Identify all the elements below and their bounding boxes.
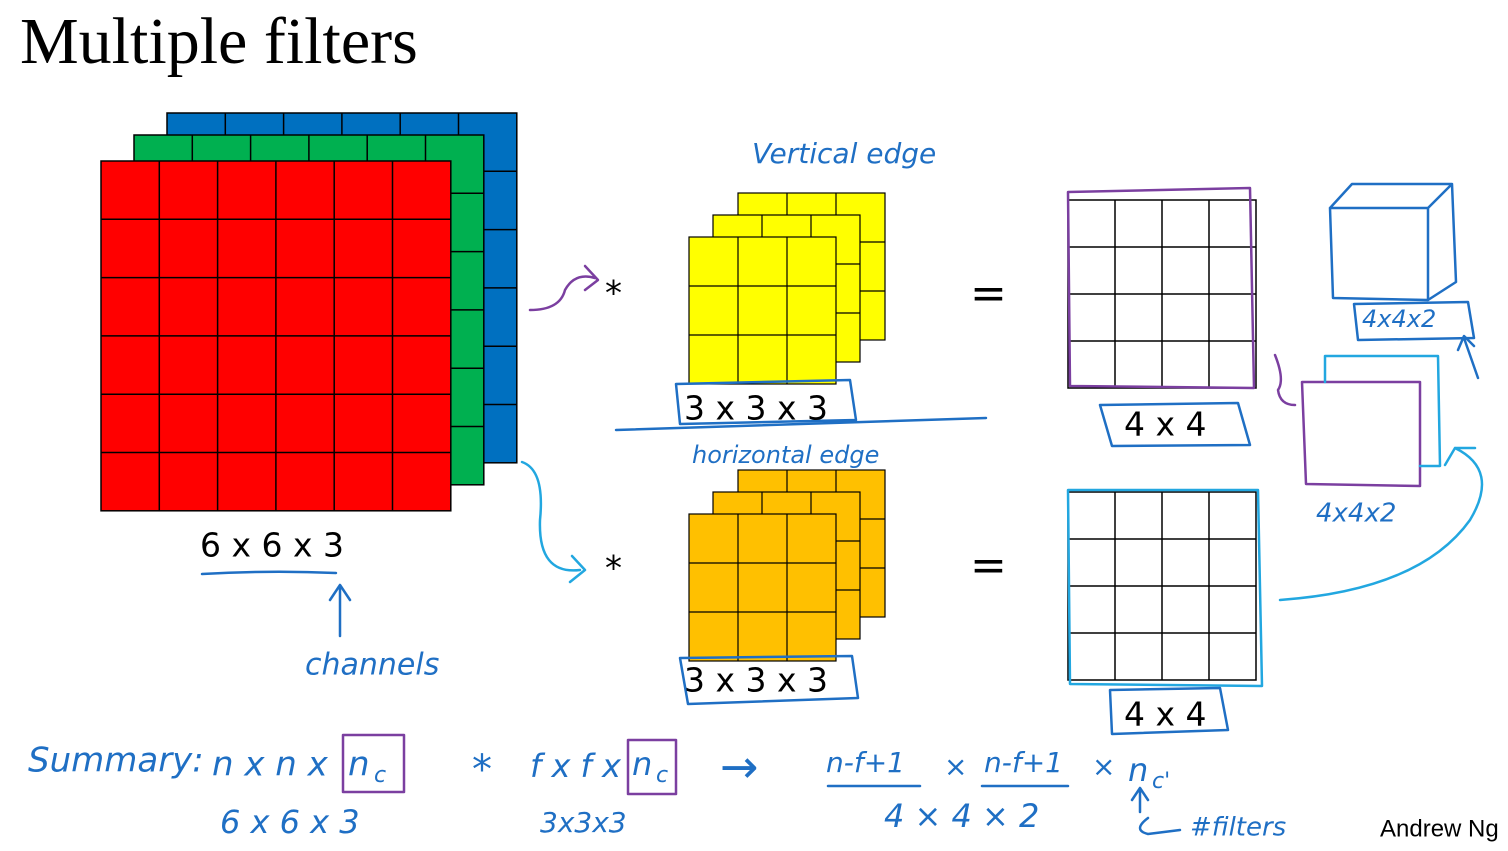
hand-box bbox=[614, 378, 988, 432]
summary-text: n-f+1 bbox=[826, 746, 905, 779]
hand-box bbox=[1066, 186, 1256, 390]
summary-text: n x n x bbox=[212, 745, 329, 785]
summary-text: × bbox=[944, 750, 967, 783]
grid bbox=[688, 236, 837, 385]
title: Multiple filters bbox=[20, 5, 418, 78]
summary-text: c bbox=[656, 763, 668, 788]
stack bbox=[1323, 354, 1442, 468]
arrow bbox=[1273, 353, 1297, 407]
summary-text: n-f+1 bbox=[984, 746, 1063, 779]
footer: Andrew Ng bbox=[1380, 815, 1499, 842]
note: channels bbox=[305, 648, 439, 683]
arrow bbox=[528, 264, 600, 312]
summary-text: × bbox=[1092, 750, 1115, 783]
stack-label: 4x4x2 bbox=[1316, 499, 1396, 529]
arrow bbox=[1278, 446, 1484, 602]
summary-box bbox=[341, 733, 406, 794]
cube bbox=[1328, 182, 1458, 302]
cube bbox=[1352, 300, 1480, 380]
stack-label: 4x4x2 bbox=[1362, 305, 1436, 333]
summary-text: 3x3x3 bbox=[540, 806, 627, 839]
summary-text: c bbox=[374, 763, 386, 788]
summary-text: #filters bbox=[1190, 813, 1286, 843]
shapes bbox=[100, 112, 1484, 736]
stack bbox=[1300, 380, 1422, 488]
filter-label: 3 x 3 x 3 bbox=[684, 661, 828, 700]
summary-text: * bbox=[472, 747, 492, 793]
grid bbox=[688, 513, 837, 662]
note: horizontal edge bbox=[692, 441, 879, 469]
summary-text: n bbox=[632, 745, 652, 783]
summary-heading: Summary: bbox=[28, 741, 204, 781]
hand-box bbox=[1098, 401, 1252, 448]
summary-marks bbox=[826, 784, 1182, 836]
output-label: 4 x 4 bbox=[1124, 695, 1207, 734]
summary-text: f x f x bbox=[530, 747, 622, 785]
summary-text: n bbox=[348, 745, 370, 785]
output-label: 4 x 4 bbox=[1124, 405, 1207, 444]
summary-text: n bbox=[1128, 751, 1148, 789]
operator: * bbox=[605, 274, 622, 314]
note: Vertical edge bbox=[752, 137, 936, 170]
input-label: 6 x 6 x 3 bbox=[200, 526, 344, 565]
underline bbox=[200, 570, 352, 638]
equals: = bbox=[970, 540, 1007, 591]
summary-text: c' bbox=[1152, 769, 1170, 794]
filter-label: 3 x 3 x 3 bbox=[684, 389, 828, 428]
summary-text: 4 × 4 × 2 bbox=[884, 797, 1039, 835]
operator: * bbox=[605, 549, 622, 589]
arrow bbox=[520, 460, 587, 584]
hand-box bbox=[1066, 488, 1264, 688]
hand-box bbox=[678, 654, 860, 706]
summary-text: 6 x 6 x 3 bbox=[220, 803, 360, 841]
summary-box bbox=[626, 738, 678, 796]
summary-text: → bbox=[720, 740, 759, 794]
equals: = bbox=[970, 268, 1007, 319]
hand-box bbox=[1108, 686, 1230, 736]
